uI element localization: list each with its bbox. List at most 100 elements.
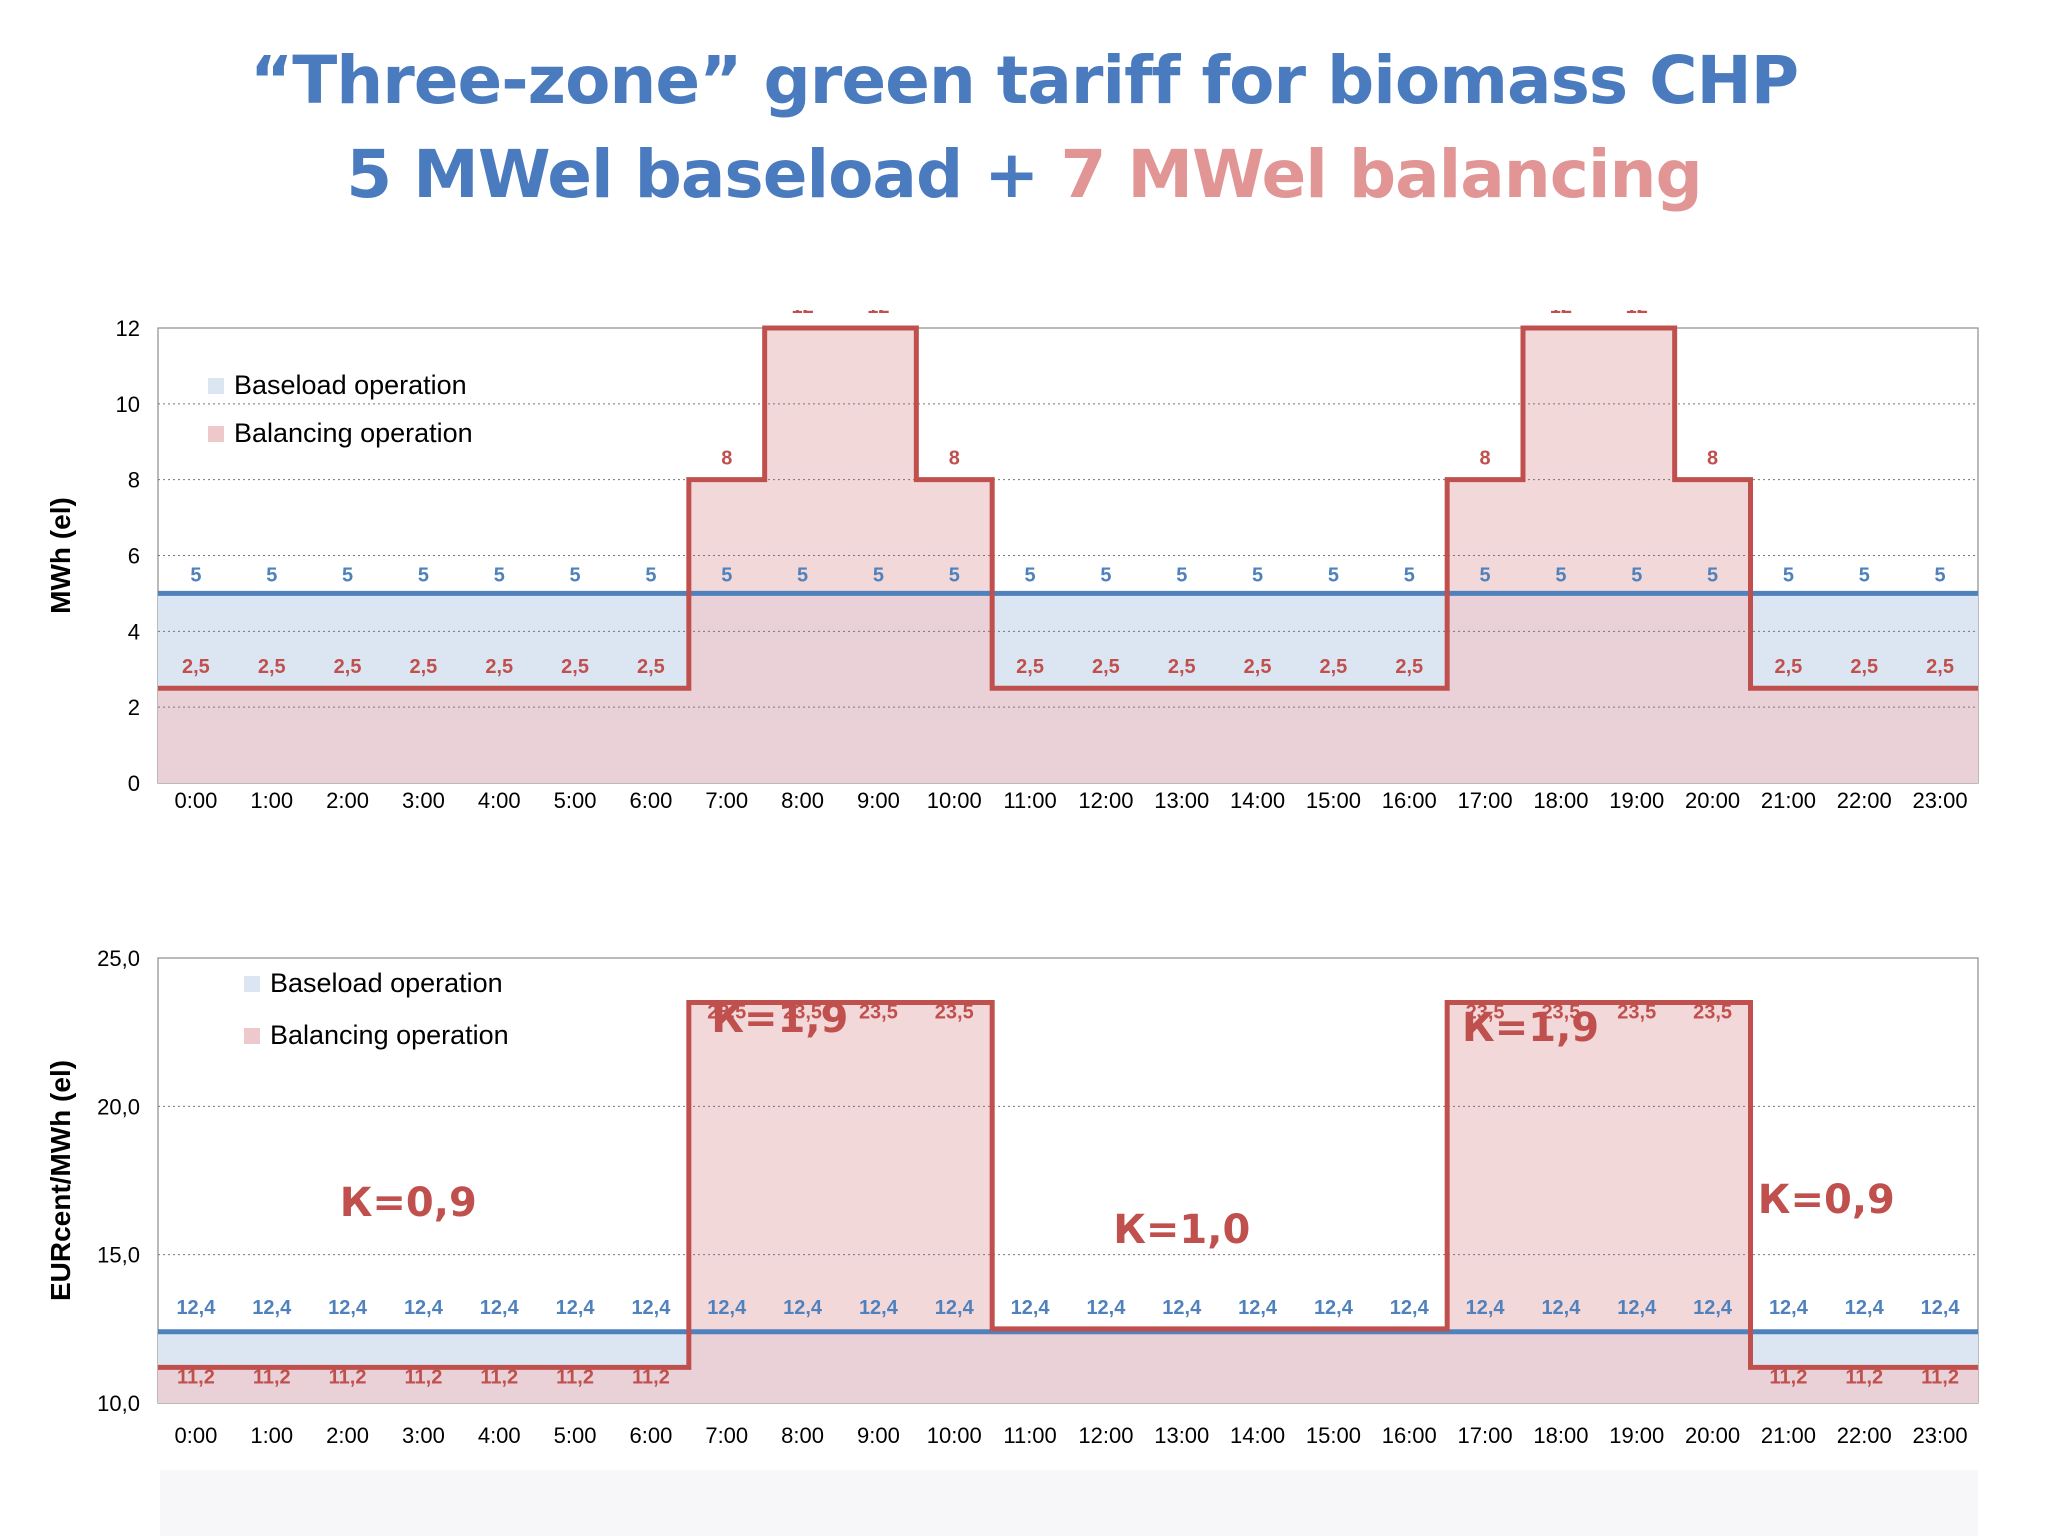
balancing-data-label: 2,5 bbox=[1775, 656, 1803, 678]
y-tick-label: 20,0 bbox=[97, 1094, 140, 1119]
balancing-line bbox=[158, 1000, 1978, 1370]
baseload-data-label: 5 bbox=[1707, 564, 1718, 586]
x-tick-label: 4:00 bbox=[478, 788, 521, 813]
baseload-data-label: 12,4 bbox=[1314, 1297, 1354, 1319]
x-tick-label: 20:00 bbox=[1685, 788, 1740, 813]
y-tick-label: 6 bbox=[128, 544, 140, 569]
balancing-data-label: 2,5 bbox=[182, 656, 210, 678]
balancing-data-label: 2,5 bbox=[258, 656, 286, 678]
balancing-data-label: 2,5 bbox=[485, 656, 513, 678]
x-tick-label: 18:00 bbox=[1533, 1423, 1588, 1448]
x-tick-label: 12:00 bbox=[1078, 1423, 1133, 1448]
x-tick-label: 15:00 bbox=[1306, 1423, 1361, 1448]
x-tick-label: 21:00 bbox=[1761, 1423, 1816, 1448]
balancing-data-label: 23,5 bbox=[1617, 1002, 1656, 1024]
legend-label-baseload: Baseload operation bbox=[234, 370, 467, 400]
coefficient-annotation: К=1,0 bbox=[1113, 1207, 1250, 1253]
balancing-data-label: 2,5 bbox=[637, 656, 665, 678]
baseload-data-label: 12,4 bbox=[404, 1297, 444, 1319]
baseload-data-label: 5 bbox=[1404, 564, 1415, 586]
y-tick-label: 8 bbox=[128, 468, 140, 493]
x-tick-label: 16:00 bbox=[1382, 1423, 1437, 1448]
x-tick-label: 23:00 bbox=[1913, 1423, 1968, 1448]
y-tick-label: 25,0 bbox=[97, 946, 140, 971]
y-tick-label: 2 bbox=[128, 695, 140, 720]
x-tick-label: 22:00 bbox=[1837, 788, 1892, 813]
balancing-line bbox=[158, 325, 1978, 691]
tariff-chart: 10,0 15,0 20,0 25,0 0:00 1:00 2:00 3:00 4:00 5:00… bbox=[45, 946, 1979, 1448]
x-tick-label: 14:00 bbox=[1230, 788, 1285, 813]
x-tick-label: 11:00 bbox=[1003, 1423, 1056, 1448]
balancing-data-label: 23,5 bbox=[707, 1002, 746, 1024]
y-tick-label: 15,0 bbox=[97, 1243, 140, 1268]
balancing-data-label: 2,5 bbox=[1926, 656, 1954, 678]
baseload-data-label: 5 bbox=[494, 564, 505, 586]
baseload-data-label: 12,4 bbox=[1390, 1297, 1430, 1319]
legend-label-balancing: Balancing operation bbox=[234, 418, 473, 448]
balancing-data-label: 23,5 bbox=[935, 1002, 974, 1024]
x-tick-label: 20:00 bbox=[1685, 1423, 1740, 1448]
x-tick-label: 21:00 bbox=[1761, 788, 1816, 813]
legend-swatch-balancing bbox=[244, 1028, 260, 1044]
footer-band bbox=[160, 1470, 1978, 1536]
balancing-data-label: 11,2 bbox=[632, 1366, 670, 1388]
x-tick-label: 2:00 bbox=[326, 788, 369, 813]
y-tick-label: 12 bbox=[116, 316, 140, 341]
x-tick-label: 10:00 bbox=[927, 1423, 982, 1448]
baseload-data-label: 12,4 bbox=[783, 1297, 823, 1319]
x-tick-label: 5:00 bbox=[554, 1423, 597, 1448]
x-tick-label: 13:00 bbox=[1154, 1423, 1209, 1448]
balancing-data-label: 12 bbox=[1626, 310, 1648, 318]
y-axis-title: EURcent/MWh (el) bbox=[45, 1060, 76, 1301]
x-tick-label: 1:00 bbox=[250, 1423, 293, 1448]
x-tick-label: 19:00 bbox=[1609, 788, 1664, 813]
baseload-data-label: 12,4 bbox=[1845, 1297, 1885, 1319]
baseload-data-label: 5 bbox=[797, 564, 808, 586]
balancing-data-label: 11,2 bbox=[1770, 1366, 1808, 1388]
x-tick-label: 16:00 bbox=[1382, 788, 1437, 813]
x-tick-label: 0:00 bbox=[175, 1423, 218, 1448]
x-tick-label: 11:00 bbox=[1003, 788, 1056, 813]
baseload-data-label: 5 bbox=[1100, 564, 1111, 586]
balancing-data-label: 23,5 bbox=[1541, 1002, 1580, 1024]
baseload-data-label: 12,4 bbox=[1466, 1297, 1506, 1319]
balancing-area bbox=[158, 1002, 1978, 1403]
x-tick-label: 17:00 bbox=[1458, 788, 1513, 813]
x-tick-label: 12:00 bbox=[1078, 788, 1133, 813]
baseload-data-label: 12,4 bbox=[1617, 1297, 1657, 1319]
baseload-data-label: 5 bbox=[190, 564, 201, 586]
balancing-data-label: 2,5 bbox=[1850, 656, 1878, 678]
x-tick-label: 9:00 bbox=[857, 788, 900, 813]
balancing-data-label: 11,2 bbox=[480, 1366, 518, 1388]
baseload-data-label: 12,4 bbox=[480, 1297, 520, 1319]
baseload-data-label: 12,4 bbox=[1769, 1297, 1809, 1319]
balancing-data-label: 11,2 bbox=[177, 1366, 215, 1388]
baseload-data-label: 5 bbox=[721, 564, 732, 586]
baseload-data-label: 5 bbox=[342, 564, 353, 586]
balancing-data-label: 2,5 bbox=[1092, 656, 1120, 678]
baseload-data-label: 5 bbox=[1176, 564, 1187, 586]
balancing-data-label: 8 bbox=[1480, 448, 1491, 470]
baseload-data-label: 12,4 bbox=[1921, 1297, 1961, 1319]
legend-label-baseload: Baseload operation bbox=[270, 968, 503, 998]
balancing-data-label: 2,5 bbox=[334, 656, 362, 678]
coefficient-annotation: К=0,9 bbox=[1758, 1177, 1895, 1223]
x-tick-label: 6:00 bbox=[630, 1423, 673, 1448]
x-tick-label: 2:00 bbox=[326, 1423, 369, 1448]
legend-label-balancing: Balancing operation bbox=[270, 1020, 509, 1050]
y-tick-label: 0 bbox=[128, 771, 140, 796]
balancing-data-label: 23,5 bbox=[1693, 1002, 1732, 1024]
x-tick-label: 3:00 bbox=[402, 1423, 445, 1448]
baseload-data-label: 5 bbox=[1025, 564, 1036, 586]
subtitle-balancing: 7 MWel balancing bbox=[1060, 136, 1702, 213]
balancing-data-label: 2,5 bbox=[410, 656, 438, 678]
balancing-data-label: 23,5 bbox=[859, 1002, 898, 1024]
x-tick-label: 9:00 bbox=[857, 1423, 900, 1448]
balancing-data-label: 23,5 bbox=[1466, 1002, 1505, 1024]
x-tick-label: 3:00 bbox=[402, 788, 445, 813]
x-tick-label: 17:00 bbox=[1458, 1423, 1513, 1448]
baseload-data-label: 12,4 bbox=[631, 1297, 671, 1319]
baseload-data-label: 5 bbox=[1859, 564, 1870, 586]
balancing-data-label: 23,5 bbox=[783, 1002, 822, 1024]
x-tick-label: 7:00 bbox=[705, 1423, 748, 1448]
